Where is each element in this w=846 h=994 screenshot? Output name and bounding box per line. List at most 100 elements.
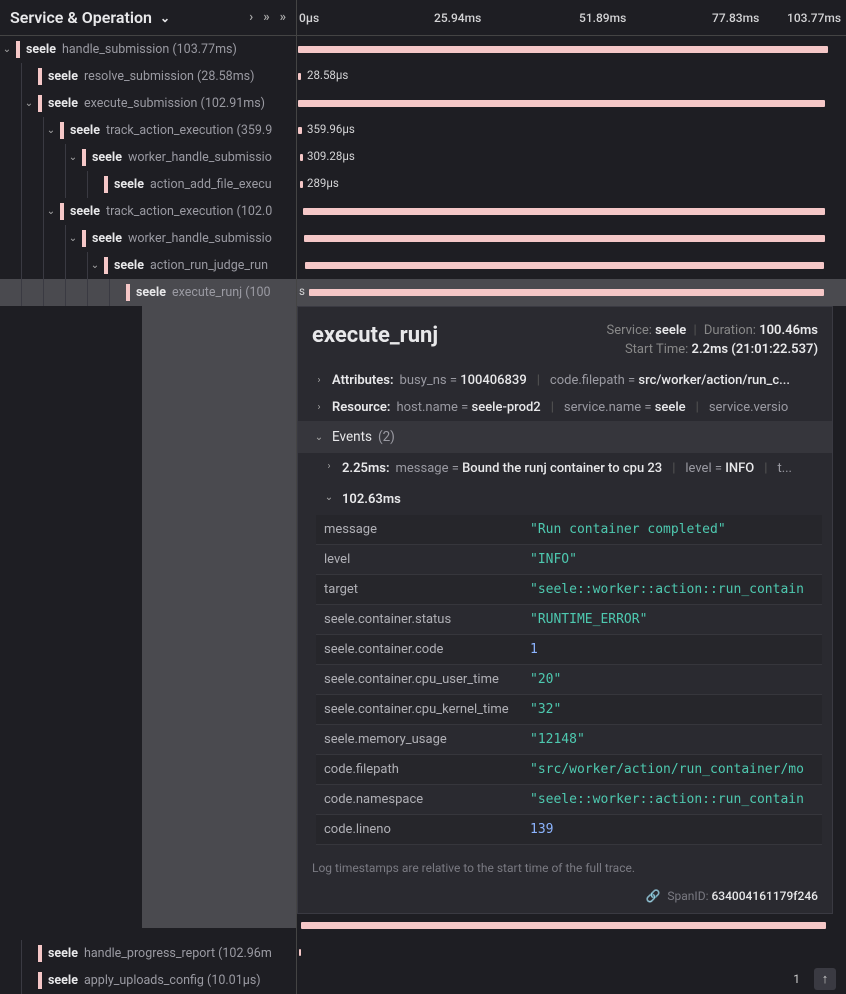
collapse-icon[interactable]: ⌄	[66, 152, 80, 163]
span-bar-row[interactable]: 309.28µs	[297, 144, 846, 171]
kv-row: seele.container.cpu_kernel_time"32"	[316, 695, 822, 725]
page-number: 1	[793, 972, 800, 986]
span-service: seele	[48, 973, 78, 988]
collapse-icon[interactable]: ⌄	[88, 260, 102, 271]
collapse-icon[interactable]: ⌄	[44, 206, 58, 217]
span-bar	[301, 922, 826, 929]
span-operation: worker_handle_submissio	[128, 150, 272, 165]
event-row-expanded[interactable]: ⌄ 102.63ms	[298, 484, 832, 515]
service-value: seele	[655, 323, 686, 338]
span-bar	[303, 208, 825, 215]
span-bar-row[interactable]: 359.96µs	[297, 117, 846, 144]
collapse-icon[interactable]: ⌄	[0, 44, 14, 55]
span-operation: handle_progress_report (102.96m	[84, 946, 272, 961]
span-bar	[305, 262, 824, 269]
kv-value: "20"	[526, 672, 822, 687]
kv-key: seele.container.status	[316, 612, 526, 627]
kv-key: message	[316, 522, 526, 537]
kv-value: 1	[526, 642, 822, 657]
link-icon[interactable]: 🔗	[645, 889, 660, 903]
span-bar	[300, 181, 303, 188]
span-bar	[298, 100, 825, 107]
span-tree-row[interactable]: ⌄seeleworker_handle_submissio	[0, 144, 296, 171]
kv-value: "seele::worker::action::run_contain	[526, 792, 822, 807]
kv-row: seele.container.code1	[316, 635, 822, 665]
span-detail-panel: execute_runj Service: seele | Duration: …	[297, 306, 833, 914]
kv-row: seele.container.status"RUNTIME_ERROR"	[316, 605, 822, 635]
chevron-right-icon[interactable]: ›	[249, 10, 253, 25]
kv-key: code.namespace	[316, 792, 526, 807]
span-tree-row[interactable]: seeleresolve_submission (28.58ms)	[0, 63, 296, 90]
detail-title: execute_runj	[312, 323, 438, 348]
span-bar-row[interactable]: 28.58µs	[297, 63, 846, 90]
span-tree-row[interactable]: seelehandle_progress_report (102.96m	[0, 940, 296, 967]
span-operation: worker_handle_submissio	[128, 231, 272, 246]
service-operation-dropdown[interactable]: Service & Operation ⌄ › » »	[0, 0, 297, 35]
header-title: Service & Operation	[10, 8, 152, 27]
span-bar	[298, 127, 302, 134]
chevron-down-icon: ⌄	[160, 11, 170, 25]
kv-value: "src/worker/action/run_container/mo	[526, 762, 822, 777]
kv-value: "seele::worker::action::run_contain	[526, 582, 822, 597]
events-header[interactable]: ⌄ Events (2)	[298, 421, 832, 453]
span-bar-row[interactable]	[297, 90, 846, 117]
span-duration-label: 309.28µs	[307, 149, 355, 163]
page-footer: 1 ↑	[793, 968, 836, 990]
double-chevron-down-icon[interactable]: »	[263, 10, 269, 25]
span-duration-label: s	[299, 284, 305, 298]
kv-key: seele.container.code	[316, 642, 526, 657]
collapse-icon[interactable]: ⌄	[66, 233, 80, 244]
scroll-top-button[interactable]: ↑	[814, 968, 836, 990]
span-bar-row[interactable]	[297, 36, 846, 63]
span-duration-label: 28.58µs	[307, 68, 348, 82]
span-id: 🔗 SpanID: 634004161179f246	[298, 883, 832, 913]
span-tree-row[interactable]: ⌄seeletrack_action_execution (102.0	[0, 198, 296, 225]
span-tree-row[interactable]: ⌄ seele action_run_judge_run	[0, 252, 296, 279]
span-bar-row[interactable]	[297, 912, 846, 939]
span-operation: track_action_execution (359.9	[106, 123, 272, 138]
span-bar	[299, 949, 301, 956]
kv-key: code.lineno	[316, 822, 526, 837]
span-service: seele	[114, 258, 144, 273]
resource-row[interactable]: › Resource: host.name = seele-prod2 | se…	[298, 394, 832, 421]
collapse-icon[interactable]: ⌄	[44, 125, 58, 136]
span-service: seele	[26, 42, 56, 57]
span-tree-row[interactable]: seeleapply_uploads_config (10.01µs)	[0, 967, 296, 994]
span-service: seele	[70, 123, 100, 138]
event-row[interactable]: › 2.25ms: message = Bound the runj conta…	[298, 453, 832, 484]
span-bar	[298, 46, 828, 53]
span-tree-row[interactable]: seeleaction_add_file_execu	[0, 171, 296, 198]
kv-value: "Run container completed"	[526, 522, 822, 537]
kv-key: seele.container.cpu_kernel_time	[316, 702, 526, 717]
timeline-tick: 25.94ms	[434, 11, 481, 25]
timeline-tick: 0µs	[299, 11, 319, 25]
expand-icon: ›	[312, 375, 326, 386]
collapse-icon[interactable]: ⌄	[22, 98, 36, 109]
kv-row: message"Run container completed"	[316, 515, 822, 545]
duration-label: Duration:	[704, 323, 756, 338]
span-service: seele	[70, 204, 100, 219]
span-bar-row[interactable]	[297, 198, 846, 225]
span-bar-row[interactable]	[297, 939, 846, 966]
span-operation: action_run_judge_run	[150, 258, 268, 273]
span-service: seele	[92, 231, 122, 246]
event-kv-table: message"Run container completed"level"IN…	[316, 515, 822, 845]
span-tree-row[interactable]: seeleexecute_runj (100	[0, 279, 296, 306]
span-operation: action_add_file_execu	[150, 177, 272, 192]
span-tree-row[interactable]: ⌄ seele worker_handle_submissio	[0, 225, 296, 252]
kv-row: code.lineno139	[316, 815, 822, 845]
span-bar	[298, 73, 301, 80]
kv-key: seele.container.cpu_user_time	[316, 672, 526, 687]
span-operation: execute_runj (100	[172, 285, 271, 300]
attributes-row[interactable]: › Attributes: busy_ns = 100406839 | code…	[298, 367, 832, 394]
span-bar-row[interactable]	[297, 252, 846, 279]
collapse-icon: ⌄	[312, 432, 326, 443]
span-tree-row[interactable]: ⌄seelehandle_submission (103.77ms)	[0, 36, 296, 63]
span-bar-row[interactable]	[297, 225, 846, 252]
span-tree-row[interactable]: ⌄seeleexecute_submission (102.91ms)	[0, 90, 296, 117]
double-chevron-right-icon[interactable]: »	[280, 10, 286, 25]
span-bar-row[interactable]: s	[297, 279, 846, 306]
span-tree-row[interactable]: ⌄ seele track_action_execution (359.9	[0, 117, 296, 144]
span-bar-row[interactable]: 289µs	[297, 171, 846, 198]
collapse-icon: ⌄	[322, 492, 336, 507]
